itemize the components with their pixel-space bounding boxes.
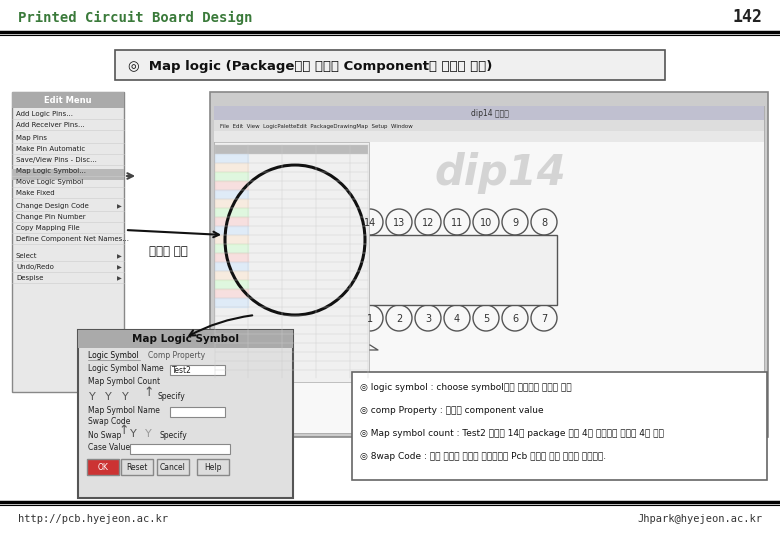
Text: Map Logic Symbol...: Map Logic Symbol...: [16, 168, 86, 174]
Text: File  Edit  View  LogicPaletteEdit  PackageDrawingMap  Setup  Window: File Edit View LogicPaletteEdit PackageD…: [220, 124, 413, 129]
Text: Despise: Despise: [16, 275, 44, 281]
FancyBboxPatch shape: [214, 106, 764, 433]
Text: ▶: ▶: [117, 265, 122, 270]
Text: Copy Mapping File: Copy Mapping File: [16, 225, 80, 231]
Text: 6: 6: [512, 314, 518, 324]
Bar: [170, 365, 225, 375]
Text: ▶: ▶: [117, 204, 122, 209]
Text: Case Value: Case Value: [88, 443, 130, 452]
Text: 142: 142: [732, 8, 762, 26]
Text: Cancel: Cancel: [160, 463, 186, 472]
Text: Specify: Specify: [158, 392, 186, 401]
Text: Map Pins: Map Pins: [16, 135, 47, 141]
Text: Y: Y: [105, 392, 112, 402]
Text: ▶: ▶: [117, 276, 122, 281]
Text: Move Logic Symbol: Move Logic Symbol: [16, 179, 83, 185]
Text: Specify: Specify: [160, 431, 188, 440]
Text: Edit Menu: Edit Menu: [44, 96, 92, 105]
Text: http://pcb.hyejeon.ac.kr: http://pcb.hyejeon.ac.kr: [18, 514, 168, 524]
Bar: [170, 407, 225, 417]
FancyBboxPatch shape: [197, 459, 229, 475]
Text: Save/View Pins - Disc...: Save/View Pins - Disc...: [16, 157, 97, 163]
Text: Undo/Redo: Undo/Redo: [16, 264, 54, 270]
Text: dip14 ・・・: dip14 ・・・: [471, 109, 509, 118]
Text: ◎ comp Property : 심볼의 component value: ◎ comp Property : 심볼의 component value: [360, 406, 544, 415]
Text: Logic Symbol: Logic Symbol: [88, 351, 139, 360]
FancyBboxPatch shape: [214, 131, 764, 142]
FancyBboxPatch shape: [78, 330, 293, 498]
Text: Select: Select: [16, 253, 37, 259]
Text: Change Pin Number: Change Pin Number: [16, 214, 86, 220]
Text: No Swap: No Swap: [88, 431, 122, 440]
Text: 1: 1: [367, 314, 373, 324]
Text: 9: 9: [512, 218, 518, 228]
Text: ↑: ↑: [143, 386, 154, 399]
FancyBboxPatch shape: [210, 92, 768, 437]
Text: Y: Y: [145, 429, 152, 439]
Bar: [215, 145, 368, 154]
Text: Test2: Test2: [172, 366, 192, 375]
Text: OK: OK: [98, 463, 108, 472]
Text: Make Pin Automatic: Make Pin Automatic: [16, 146, 85, 152]
Text: Change Design Code: Change Design Code: [16, 203, 89, 209]
FancyBboxPatch shape: [12, 92, 124, 392]
FancyBboxPatch shape: [214, 120, 764, 131]
Text: ◎ 8wap Code : 동일 번호가 할당된 소자간에는 Pcb 설계시 소자 교환이 가능하다.: ◎ 8wap Code : 동일 번호가 할당된 소자간에는 Pcb 설계시 소…: [360, 452, 606, 461]
Text: Y: Y: [130, 429, 136, 439]
Text: dip14: dip14: [434, 152, 566, 194]
Text: Add Receiver Pins...: Add Receiver Pins...: [16, 122, 85, 128]
FancyBboxPatch shape: [157, 459, 189, 475]
FancyBboxPatch shape: [12, 92, 124, 108]
Text: Map Symbol Count: Map Symbol Count: [88, 377, 160, 386]
Text: 오른쪽 클릭: 오른쪽 클릭: [149, 245, 187, 258]
FancyBboxPatch shape: [121, 459, 153, 475]
Text: Map Symbol Name: Map Symbol Name: [88, 406, 160, 415]
Text: 14: 14: [364, 218, 376, 228]
Text: 12: 12: [422, 218, 434, 228]
Text: Jhpark@hyejeon.ac.kr: Jhpark@hyejeon.ac.kr: [637, 514, 762, 524]
Text: Map Logic Symbol: Map Logic Symbol: [132, 334, 239, 344]
Text: 3: 3: [425, 314, 431, 324]
Text: 4: 4: [454, 314, 460, 324]
Text: ◎  Map logic (Package내에 다수의 Component가 존재할 경우): ◎ Map logic (Package내에 다수의 Component가 존재…: [128, 60, 492, 73]
Text: Y: Y: [89, 392, 95, 402]
Text: Make Fixed: Make Fixed: [16, 190, 55, 196]
Bar: [357, 235, 557, 305]
Text: ◎ logic symbol : choose symbol에서 불러오는 심볼의 이름: ◎ logic symbol : choose symbol에서 불러오는 심볼…: [360, 383, 572, 392]
Text: 5: 5: [483, 314, 489, 324]
FancyBboxPatch shape: [352, 372, 767, 480]
Text: Printed Circuit Board Design: Printed Circuit Board Design: [18, 11, 253, 25]
Text: Define Component Net Names...: Define Component Net Names...: [16, 236, 129, 242]
Text: 7: 7: [541, 314, 547, 324]
Text: Swap Code: Swap Code: [88, 417, 130, 426]
Text: ◎ Map symbol count : Test2 소자는 14핀 package 내에 4개 존재하기 때문에 4를 선택: ◎ Map symbol count : Test2 소자는 14핀 packa…: [360, 429, 664, 438]
Text: Add Logic Pins...: Add Logic Pins...: [16, 111, 73, 117]
FancyBboxPatch shape: [78, 330, 293, 348]
Text: Comp Property: Comp Property: [148, 351, 205, 360]
Text: Logic Symbol Name: Logic Symbol Name: [88, 364, 164, 373]
Text: Reset: Reset: [126, 463, 147, 472]
Text: 11: 11: [451, 218, 463, 228]
Text: ▶: ▶: [117, 254, 122, 259]
Text: ↑: ↑: [118, 424, 129, 437]
Text: Help: Help: [204, 463, 222, 472]
Text: 13: 13: [393, 218, 405, 228]
Bar: [130, 444, 230, 454]
Text: 8: 8: [541, 218, 547, 228]
FancyBboxPatch shape: [214, 142, 369, 382]
Text: 10: 10: [480, 218, 492, 228]
Text: 2: 2: [396, 314, 402, 324]
FancyBboxPatch shape: [12, 169, 124, 180]
Text: Y: Y: [122, 392, 129, 402]
FancyBboxPatch shape: [115, 50, 665, 80]
FancyBboxPatch shape: [87, 459, 119, 475]
FancyBboxPatch shape: [214, 106, 764, 120]
